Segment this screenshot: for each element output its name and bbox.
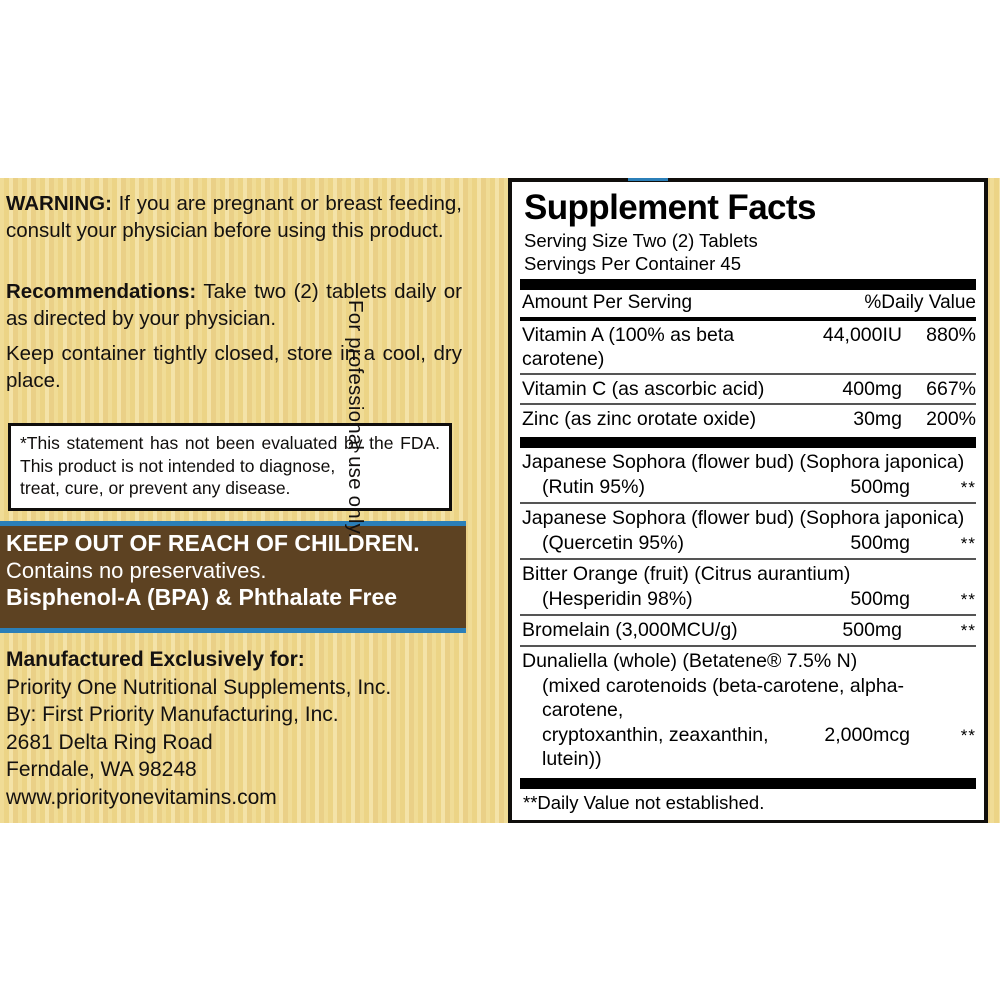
ingredient-name: Dunaliella (whole) (Betatene® 7.5% N): [522, 650, 858, 672]
manufacturer-street: 2681 Delta Ring Road: [6, 730, 213, 754]
manufacturer-website[interactable]: www.priorityonevitamins.com: [6, 785, 277, 809]
ingredient-detail-line: (mixed carotenoids (beta-carotene, alpha…: [542, 674, 905, 722]
recommendations-body: Take two (2) tablets daily or as directe…: [6, 280, 462, 330]
rule-thick-mid: [520, 437, 976, 448]
professional-use-text: For professional use only.: [343, 300, 367, 539]
storage-paragraph: Keep container tightly closed, store in …: [6, 341, 462, 394]
row-separator: [520, 645, 976, 647]
nutrient-dv: 667%: [926, 378, 976, 400]
table-row: Vitamin A (100% as beta carotene) 44,000…: [520, 321, 976, 373]
table-row: Bromelain (3,000MCU/g) 500mg **: [520, 616, 976, 645]
ingredient-amount: 500mg: [850, 475, 910, 498]
table-row: Dunaliella (whole) (Betatene® 7.5% N) (m…: [520, 647, 976, 774]
rule-thick-bottom: [520, 777, 976, 789]
ingredient-dv: **: [960, 589, 976, 609]
ingredient-amount: 500mg: [842, 619, 902, 641]
table-row: Zinc (as zinc orotate oxide) 30mg 200%: [520, 405, 976, 433]
ingredient-detail-line: cryptoxanthin, zeaxanthin, lutein)): [542, 723, 769, 771]
ingredient-name: Japanese Sophora (flower bud) (Sophora j…: [522, 507, 965, 529]
row-separator: [520, 558, 976, 560]
supplement-facts-panel: Supplement Facts Serving Size Two (2) Ta…: [508, 178, 988, 823]
ingredient-standardization: (Quercetin 95%): [542, 531, 684, 554]
ingredient-name: Japanese Sophora (flower bud) (Sophora j…: [522, 451, 965, 473]
manufacturer-by: By: First Priority Manufacturing, Inc.: [6, 703, 339, 726]
serving-size: Serving Size Two (2) Tablets: [524, 230, 758, 251]
blue-tab-marker: [628, 178, 668, 181]
supplement-facts-title: Supplement Facts: [524, 188, 816, 227]
table-header-row: Amount Per Serving %Daily Value: [520, 290, 976, 317]
warning-body: If you are pregnant or breast feeding, c…: [6, 192, 462, 242]
nutrient-amount: 400mg: [842, 378, 902, 400]
table-row: Japanese Sophora (flower bud) (Sophora j…: [520, 448, 976, 502]
row-separator: [520, 502, 976, 504]
ingredient-dv: **: [960, 477, 976, 497]
ingredient-amount: 2,000mcg: [824, 723, 910, 746]
nutrient-amount: 30mg: [853, 408, 902, 430]
storage-text: Keep container tightly closed, store in …: [6, 342, 462, 392]
manufacturer-block: Manufactured Exclusively for: Priority O…: [6, 646, 466, 811]
daily-value-header: %Daily Value: [864, 292, 976, 313]
table-row: Bitter Orange (fruit) (Citrus aurantium)…: [520, 560, 976, 614]
row-separator: [520, 373, 976, 375]
amount-per-serving-header: Amount Per Serving: [522, 292, 693, 313]
recommendations-label: Recommendations:: [6, 280, 197, 303]
bpa-free-line: Bisphenol-A (BPA) & Phthalate Free: [6, 584, 398, 610]
row-separator: [520, 403, 976, 405]
keep-out-of-reach-band: KEEP OUT OF REACH OF CHILDREN. Contains …: [0, 521, 466, 633]
ingredient-dv: **: [960, 621, 976, 640]
nutrient-dv: 880%: [926, 324, 976, 346]
ingredient-dv: **: [960, 533, 976, 553]
table-row: Japanese Sophora (flower bud) (Sophora j…: [520, 504, 976, 558]
recommendations-paragraph: Recommendations: Take two (2) tablets da…: [6, 279, 462, 332]
supplement-label: WARNING: If you are pregnant or breast f…: [0, 178, 1000, 823]
no-preservatives-line: Contains no preservatives.: [6, 558, 267, 583]
row-separator: [520, 614, 976, 616]
fda-line-b: treat, cure, or prevent any disease.: [20, 478, 291, 498]
fda-line-a: *This statement has not been evaluated b…: [20, 433, 440, 476]
nutrient-amount: 44,000IU: [822, 324, 902, 346]
warning-label: WARNING:: [6, 192, 112, 215]
keep-out-of-reach-line: KEEP OUT OF REACH OF CHILDREN.: [6, 530, 420, 556]
nutrient-name: Zinc (as zinc orotate oxide): [522, 408, 757, 430]
rule-thick-top: [520, 279, 976, 290]
supplement-facts-box: Supplement Facts Serving Size Two (2) Ta…: [508, 178, 988, 823]
nutrient-dv: 200%: [926, 408, 976, 430]
ingredient-name: Bromelain (3,000MCU/g): [522, 619, 738, 641]
ingredient-amount: 500mg: [850, 587, 910, 610]
manufacturer-city-state-zip: Ferndale, WA 98248: [6, 758, 197, 781]
nutrient-name: Vitamin A (100% as beta carotene): [522, 324, 735, 370]
professional-use-gutter: For professional use only.: [344, 178, 506, 823]
manufacturer-heading: Manufactured Exclusively for:: [6, 648, 305, 671]
ingredient-amount: 500mg: [850, 531, 910, 554]
rule-under-header: [520, 317, 976, 321]
fda-disclaimer-box: *This statement has not been evaluated b…: [8, 423, 452, 511]
servings-per-container: Servings Per Container 45: [524, 253, 741, 274]
ingredient-standardization: (Rutin 95%): [542, 475, 645, 498]
left-info-panel: WARNING: If you are pregnant or breast f…: [0, 178, 466, 823]
warning-paragraph: WARNING: If you are pregnant or breast f…: [6, 191, 462, 244]
nutrient-name: Vitamin C (as ascorbic acid): [522, 378, 765, 400]
daily-value-footnote: **Daily Value not established.: [523, 791, 765, 813]
ingredient-standardization: (Hesperidin 98%): [542, 587, 693, 610]
ingredient-dv: **: [960, 725, 976, 745]
ingredient-name: Bitter Orange (fruit) (Citrus aurantium): [522, 563, 851, 585]
fda-disclaimer-text: *This statement has not been evaluated b…: [20, 432, 440, 500]
manufacturer-company: Priority One Nutritional Supplements, In…: [6, 675, 392, 699]
table-row: Vitamin C (as ascorbic acid) 400mg 667%: [520, 375, 976, 403]
